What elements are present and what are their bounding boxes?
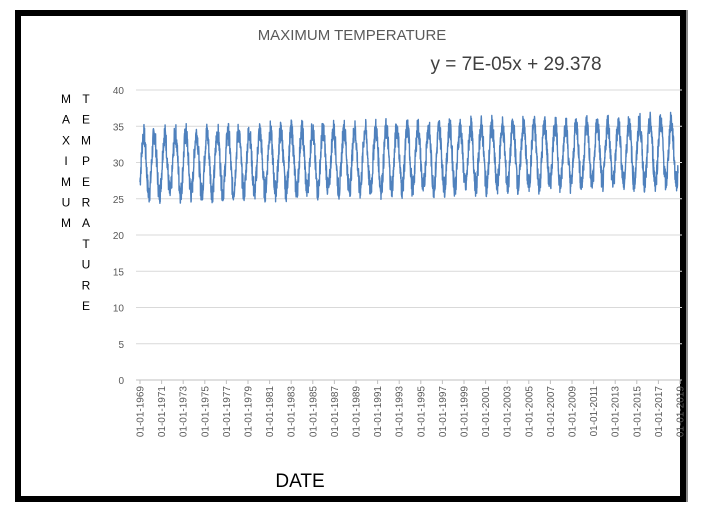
y-axis-label-letter: T — [82, 237, 90, 251]
x-tick-label: 01-01-2009 — [568, 386, 579, 438]
x-axis-label: DATE — [275, 471, 324, 492]
x-tick-label: 01-01-2003 — [503, 386, 514, 438]
trendline-equation: y = 7E-05x + 29.378 — [430, 54, 601, 75]
y-tick-labels: 0 5 10 15 20 25 30 35 40 — [113, 86, 125, 387]
series-max-temperature — [139, 111, 679, 204]
y-axis-label-letter: I — [64, 154, 67, 168]
x-tick-label: 01-01-2019 — [676, 386, 687, 438]
y-axis-label-col2: TEMPERATURE — [81, 92, 91, 313]
x-tick-label: 01-01-2001 — [481, 386, 492, 438]
x-tick-label: 01-01-1975 — [200, 386, 211, 438]
y-axis-label-col1: MAXIMUM — [61, 92, 71, 230]
y-axis-label-letter: T — [82, 92, 90, 106]
x-tick-labels: 01-01-1969 01-01-1971 01-01-1973 01-01-1975… — [136, 380, 687, 437]
x-tick-label: 01-01-1985 — [308, 386, 319, 438]
x-tick-label: 01-01-1997 — [438, 386, 449, 438]
y-tick-label: 35 — [113, 122, 125, 133]
x-tick-label: 01-01-1999 — [460, 386, 471, 438]
y-axis-label-letter: M — [61, 92, 71, 106]
x-tick-label: 01-01-2011 — [589, 386, 600, 437]
y-axis-label-letter: M — [61, 175, 71, 189]
x-tick-label: 01-01-1981 — [265, 386, 276, 438]
y-axis-label-letter: E — [82, 113, 90, 127]
y-axis-label-letter: M — [81, 133, 91, 147]
y-axis-label-letter: U — [62, 196, 71, 210]
y-tick-label: 5 — [118, 340, 124, 351]
x-tick-label: 01-01-1971 — [157, 386, 168, 438]
y-tick-label: 15 — [113, 267, 125, 278]
y-tick-label: 25 — [113, 195, 125, 206]
y-axis-label-letter: A — [62, 113, 70, 127]
y-tick-label: 10 — [113, 304, 125, 315]
y-tick-label: 30 — [113, 159, 125, 170]
x-tick-label: 01-01-2005 — [524, 386, 535, 438]
x-tick-label: 01-01-1979 — [244, 386, 255, 438]
frame-right-edge — [686, 10, 688, 502]
y-axis-label-letter: E — [82, 175, 90, 189]
y-axis-label-letter: E — [82, 299, 90, 313]
y-axis-label-letter: R — [82, 196, 91, 210]
y-tick-label: 0 — [118, 376, 124, 387]
x-tick-label: 01-01-1969 — [136, 386, 147, 438]
x-tick-label: 01-01-2007 — [546, 386, 557, 438]
x-tick-label: 01-01-2013 — [611, 386, 622, 438]
x-tick-label: 01-01-1987 — [330, 386, 341, 438]
x-tick-label: 01-01-1983 — [287, 386, 298, 438]
y-axis-label-letter: U — [82, 258, 91, 272]
x-tick-label: 01-01-1977 — [222, 386, 233, 438]
y-axis-label-letter: R — [82, 278, 91, 292]
x-tick-label: 01-01-1995 — [416, 386, 427, 438]
x-tick-label: 01-01-1991 — [373, 386, 384, 438]
x-tick-label: 01-01-1973 — [179, 386, 190, 438]
chart-frame — [15, 10, 687, 502]
y-axis-label-letter: X — [62, 133, 70, 147]
y-axis-label-letter: P — [82, 154, 90, 168]
y-tick-label: 40 — [113, 86, 125, 97]
x-tick-label: 01-01-1993 — [395, 386, 406, 438]
chart-title: MAXIMUM TEMPERATURE — [258, 27, 447, 44]
x-tick-label: 01-01-2015 — [632, 386, 643, 438]
y-axis-label-letter: M — [61, 216, 71, 230]
gridlines — [136, 89, 682, 345]
y-axis-label-letter: A — [82, 216, 90, 230]
x-tick-label: 01-01-1989 — [352, 386, 363, 438]
y-tick-label: 20 — [113, 231, 125, 242]
x-tick-label: 01-01-2017 — [654, 386, 665, 438]
